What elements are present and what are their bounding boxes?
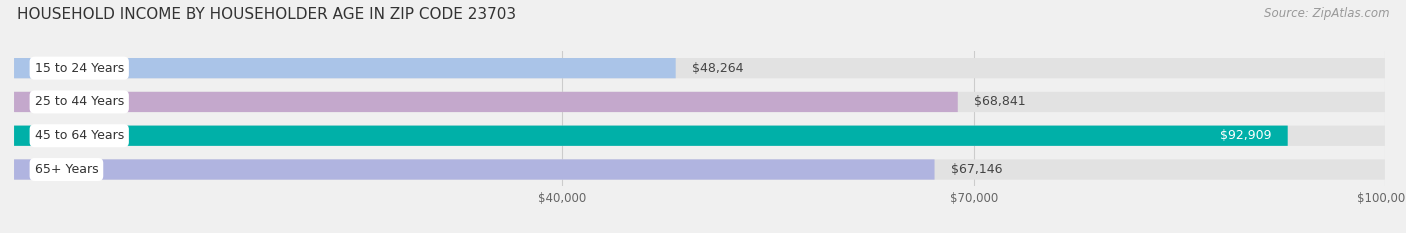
FancyBboxPatch shape	[14, 58, 676, 78]
Text: 65+ Years: 65+ Years	[35, 163, 98, 176]
Text: $48,264: $48,264	[692, 62, 744, 75]
FancyBboxPatch shape	[14, 126, 1288, 146]
Text: Source: ZipAtlas.com: Source: ZipAtlas.com	[1264, 7, 1389, 20]
Text: HOUSEHOLD INCOME BY HOUSEHOLDER AGE IN ZIP CODE 23703: HOUSEHOLD INCOME BY HOUSEHOLDER AGE IN Z…	[17, 7, 516, 22]
Text: $92,909: $92,909	[1220, 129, 1271, 142]
FancyBboxPatch shape	[14, 159, 935, 180]
Text: $68,841: $68,841	[974, 96, 1026, 108]
FancyBboxPatch shape	[14, 159, 1385, 180]
Text: 45 to 64 Years: 45 to 64 Years	[35, 129, 124, 142]
Text: 25 to 44 Years: 25 to 44 Years	[35, 96, 124, 108]
FancyBboxPatch shape	[14, 126, 1385, 146]
Text: $67,146: $67,146	[950, 163, 1002, 176]
FancyBboxPatch shape	[14, 92, 1385, 112]
FancyBboxPatch shape	[14, 92, 957, 112]
Text: 15 to 24 Years: 15 to 24 Years	[35, 62, 124, 75]
FancyBboxPatch shape	[14, 58, 1385, 78]
